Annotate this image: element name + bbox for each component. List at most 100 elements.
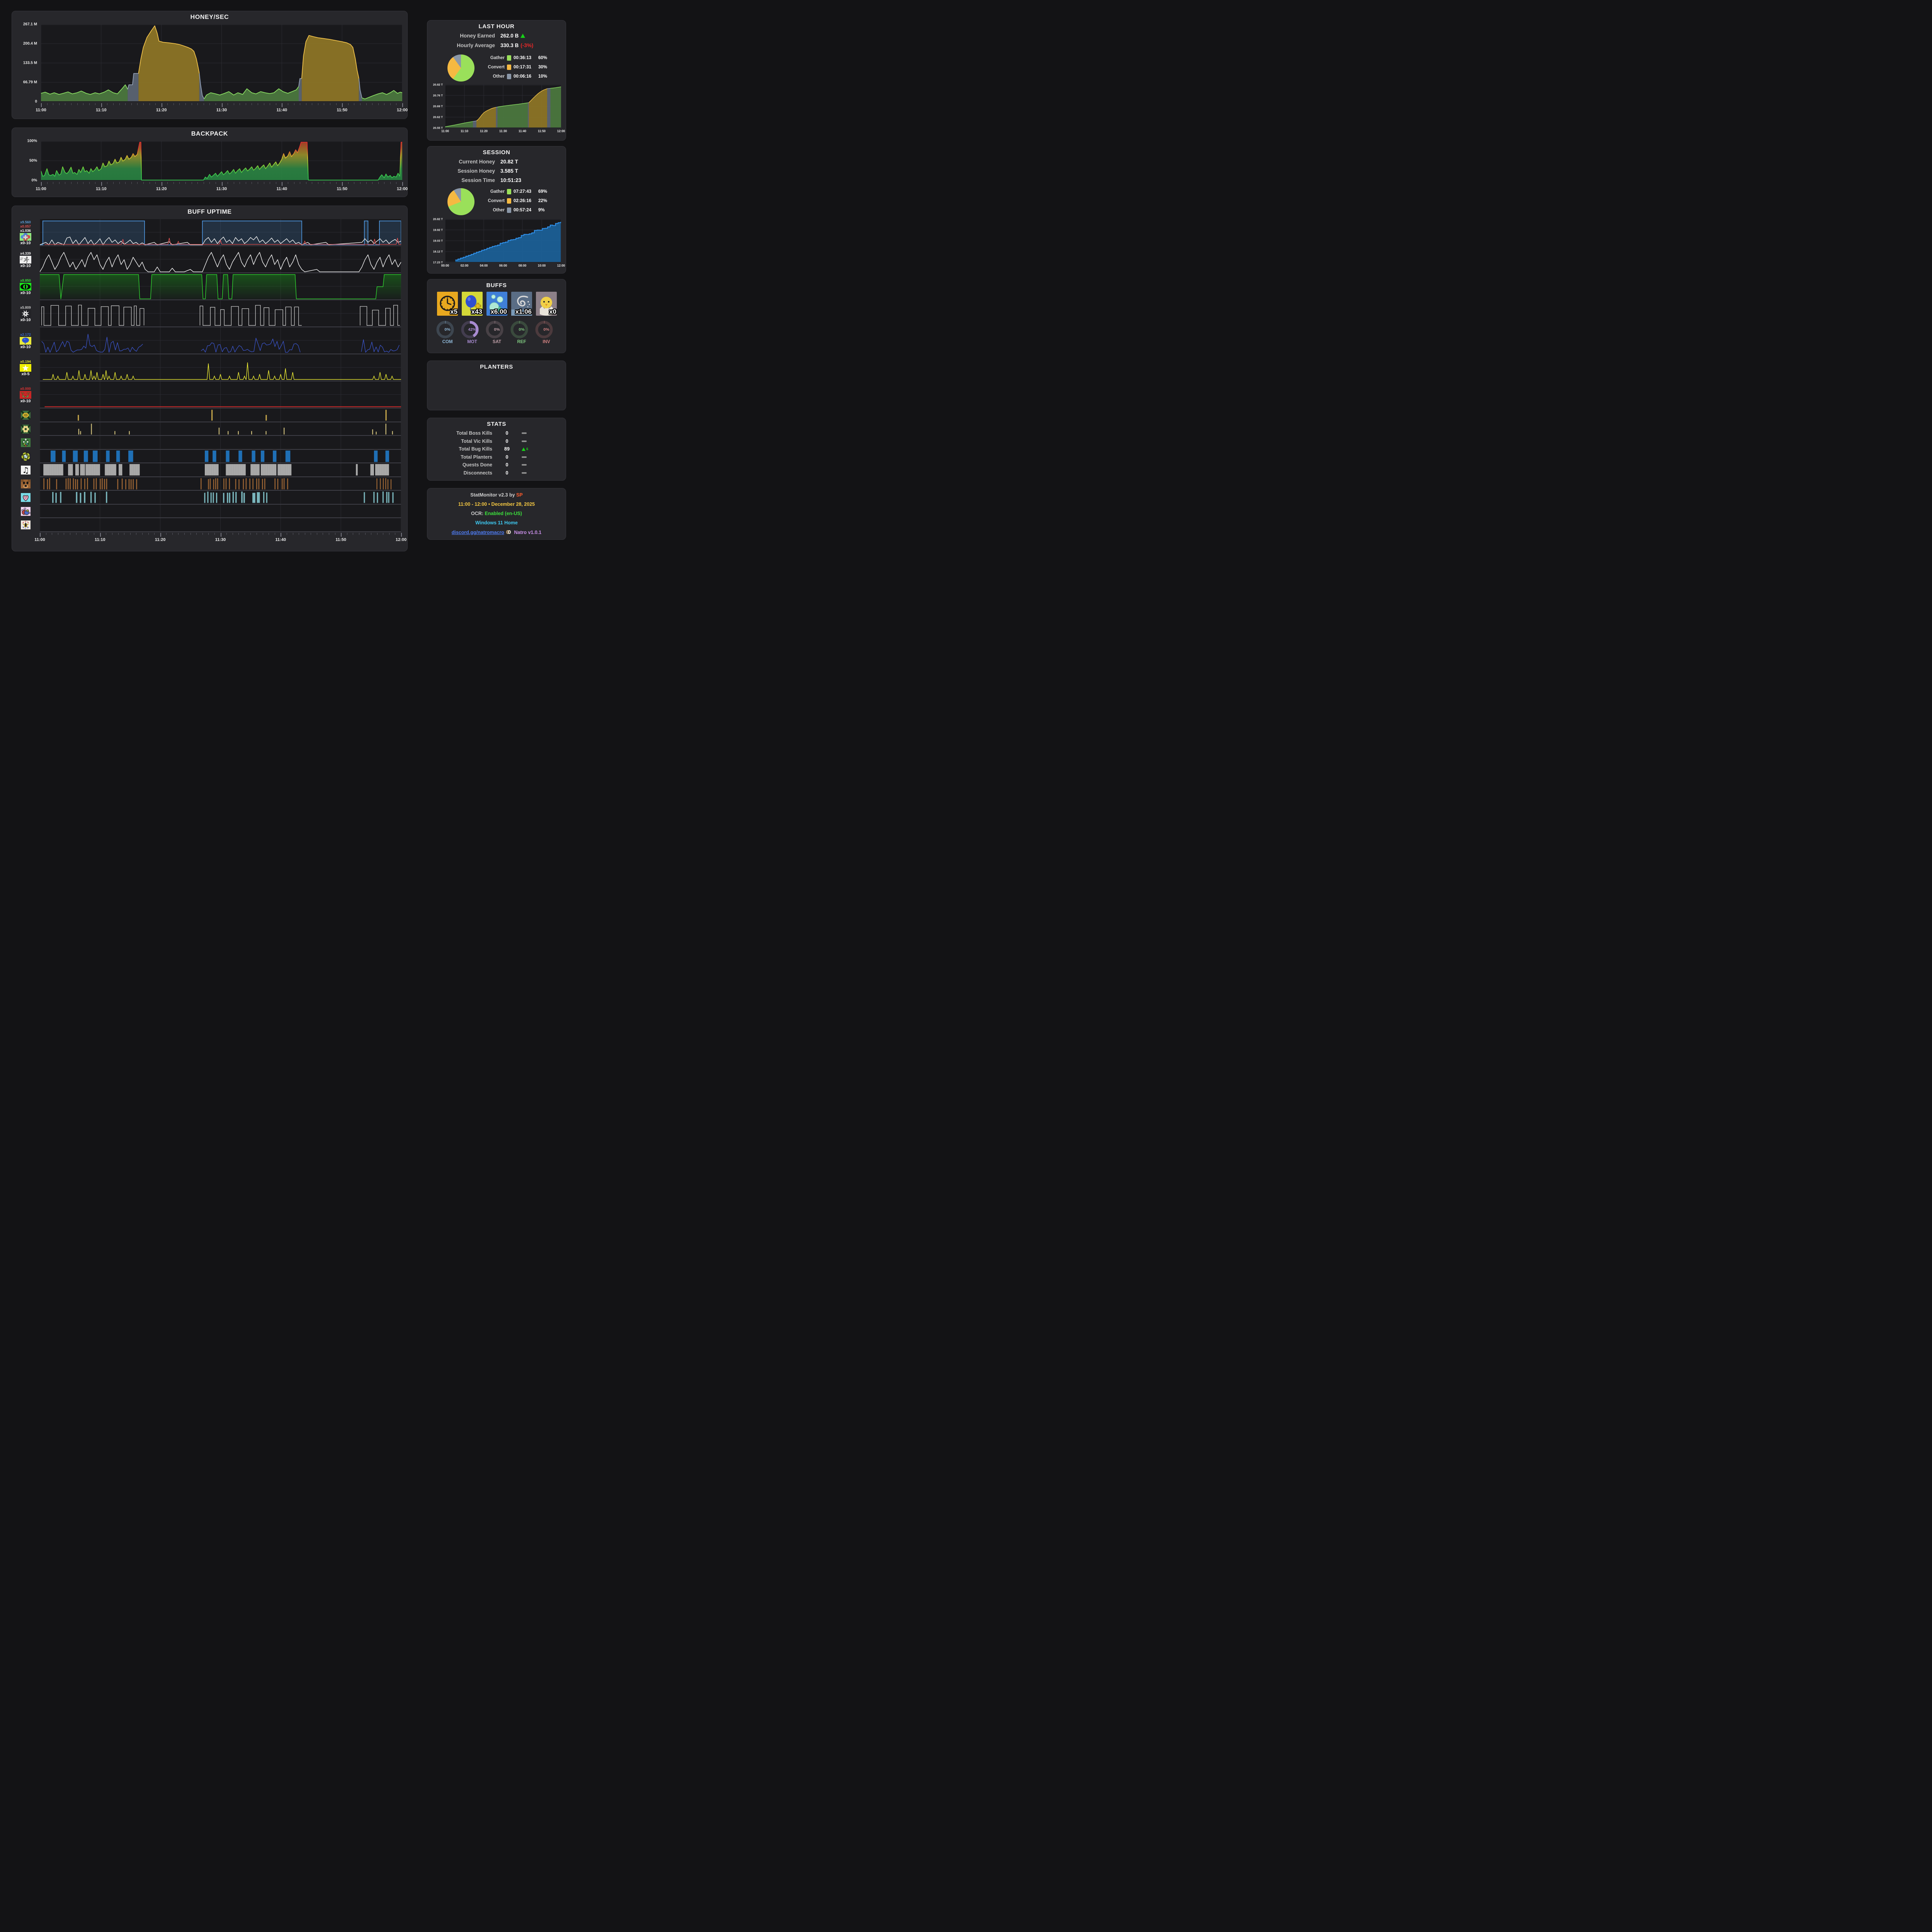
ring-percent: 0% [519, 327, 525, 332]
y-axis-label: 20.69 T [433, 104, 443, 108]
buff-ring-sat: 0% SAT [485, 320, 509, 344]
x-axis-label: 11:10 [460, 129, 469, 133]
ring-percent: 0% [543, 327, 549, 332]
footer-text: 11:00 - 12:00 • December 28, 2025 [458, 502, 535, 507]
buff-multiplier-label: x5.809 [20, 305, 31, 310]
session-honey-row: Session Honey 3.585 T [427, 168, 566, 174]
buff-multiplier: x0 [549, 308, 556, 315]
honey-earned-row: Honey Earned 262.0 B [427, 33, 566, 39]
x-axis-tick [172, 532, 173, 535]
x-axis-tick [41, 103, 42, 107]
x-axis-label: 00:00 [441, 264, 449, 267]
ring-percent: 0% [444, 327, 451, 332]
antlers-icon [20, 391, 31, 399]
balloon-icon [20, 337, 31, 345]
stats-row-0: Total Boss Kills 0 [427, 430, 566, 436]
x-axis-tick [148, 532, 149, 535]
buff-uptime-title: BUFF UPTIME [187, 209, 232, 215]
x-axis-tick [101, 182, 102, 186]
buff-row-plot-pinkheart [40, 491, 401, 505]
buff-row-plot-star [40, 354, 401, 381]
buff-multiplier-label: x0.057 [20, 224, 31, 228]
session-honey-value: 3.585 T [500, 168, 518, 174]
y-axis-label: 19.92 T [433, 228, 443, 232]
discord-link[interactable]: discord.gg/natromacro [451, 530, 504, 535]
x-axis-tick [366, 103, 367, 105]
y-axis-label: 20.62 T [433, 115, 443, 119]
stat-no-change-indicator [522, 440, 527, 442]
x-axis-tick [185, 182, 186, 184]
buff-ring-ref: 0% REF [509, 320, 534, 344]
session-legend-item: Gather 07:27:43 69% [481, 189, 547, 194]
legend-label: Gather [490, 56, 505, 60]
buff-multiplier-label: x1.036 [20, 228, 31, 233]
y-axis-label: 133.5 M [23, 61, 37, 65]
x-axis-label: 06:00 [499, 264, 507, 267]
buffs-title: BUFFS [486, 282, 507, 289]
buff-ring-inv: 0% INV [534, 320, 559, 344]
ring-label: REF [517, 340, 526, 344]
session-time-row: Session Time 10:51:23 [427, 177, 566, 183]
current-honey-label: Current Honey [459, 159, 495, 165]
backpack-chart-plot [41, 141, 402, 180]
buff-uptime-panel: BUFF UPTIME x9.560 x0.057 x1.036 x0-10 x4.33… [12, 206, 408, 551]
footer-text: Enabled (en-US) [485, 511, 522, 516]
footer-text: SP [516, 492, 523, 498]
buff-row-plot-balloon [40, 327, 401, 354]
footer-text: Natro v1.0.1 [512, 530, 542, 535]
buff-ring-mot: 42% MOT [460, 320, 485, 344]
y-axis-label: 18.12 T [433, 250, 443, 253]
legend-label: Gather [490, 189, 505, 194]
ring-gauge [486, 321, 503, 338]
stats-row-1: Total Vic Kills 0 [427, 439, 566, 444]
x-axis-tick [119, 182, 120, 184]
session-chart-svg [445, 219, 561, 262]
legend-swatch [507, 55, 511, 61]
buff-row-icon-zone-star: x0.194 x0-5 [12, 354, 39, 381]
x-axis-tick [250, 532, 251, 535]
haste-icon [20, 255, 31, 264]
footer-line-1: StatMonitor v2.3 by SP [427, 492, 566, 498]
last-hour-legend-item: Gather 00:36:13 60% [481, 55, 547, 61]
buff-ring-com: 0% COM [435, 320, 460, 344]
x-axis-label: 11:10 [96, 187, 107, 191]
balloonplus-buff-icon: x43 [462, 292, 483, 316]
hex-icon [20, 411, 31, 420]
x-axis-label: 08:00 [518, 264, 527, 267]
svg-text:N: N [25, 522, 26, 524]
buff-multiplier: x6.00 [490, 308, 507, 315]
hourly-average-delta: (-3%) [520, 43, 534, 48]
stat-no-change-indicator [522, 432, 527, 434]
buff-row-icon-zone-focus: x8.850 x0-10 [12, 273, 39, 300]
x-axis-tick [184, 532, 185, 535]
ring-gauge [510, 321, 528, 338]
buff-row-icon-zone-wreath [12, 436, 39, 450]
hourly-average-label: Hourly Average [457, 43, 495, 48]
stats-title: STATS [487, 421, 506, 427]
x-axis-tick [119, 103, 120, 105]
y-axis-label: 200.4 M [23, 41, 37, 46]
y-axis-label: 17.23 T [433, 260, 443, 264]
x-axis-label: 11:40 [275, 537, 286, 542]
legend-swatch [507, 74, 511, 79]
stat-value: 0 [505, 470, 509, 476]
buff-row-icon-zone-pinkheart [12, 491, 39, 505]
x-axis-label: 11:00 [34, 537, 45, 542]
buff-row-plot-beanhearts [40, 504, 401, 518]
buff-row-plot-hex [40, 408, 401, 422]
music-icon: ♫ [20, 466, 31, 475]
honey-per-sec-panel: HONEY/SEC 267.1 M 200.4 M 133.5 M 66.79 M 0 1… [12, 11, 408, 119]
buff-range-label: x0-10 [20, 317, 31, 322]
x-axis-tick [143, 182, 144, 184]
clock-buff-icon: x5 [437, 292, 458, 316]
stat-label: Disconnects [463, 470, 492, 476]
ring-gauge [461, 321, 479, 338]
x-axis-label: 11:20 [156, 108, 167, 112]
buff-row-medic: x9.560 x0.057 x1.036 x0-10 [12, 219, 407, 246]
buff-row-antlers: x0.000 x0-10 [12, 381, 407, 408]
stat-label: Quests Done [462, 462, 492, 468]
x-axis-label: 11:30 [216, 187, 227, 191]
x-axis-tick [100, 532, 101, 537]
x-axis-tick [209, 103, 210, 105]
x-axis-label: 11:10 [95, 537, 105, 542]
